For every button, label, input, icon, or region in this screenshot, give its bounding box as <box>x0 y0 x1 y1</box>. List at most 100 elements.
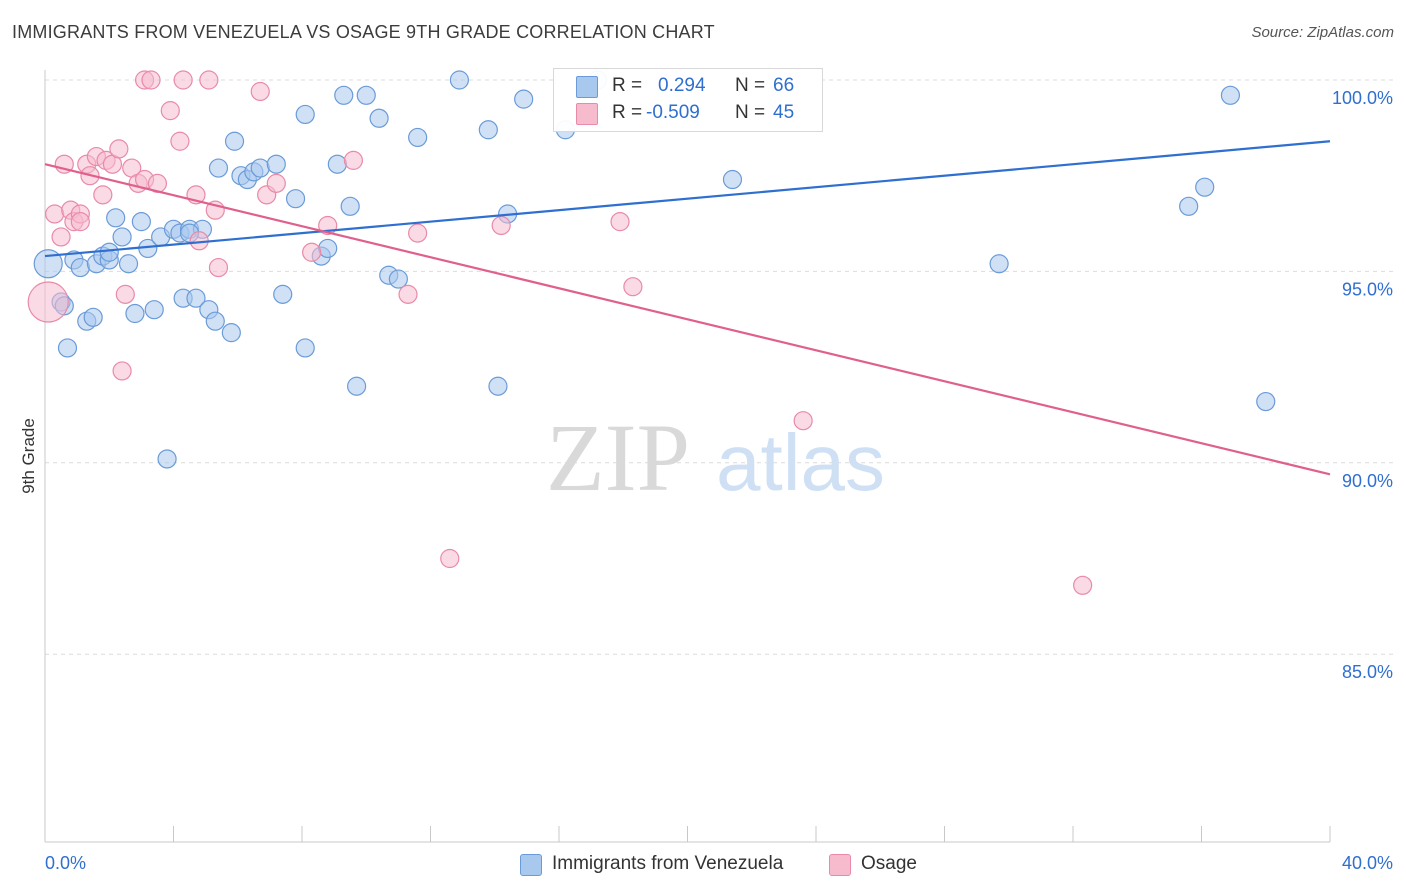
watermark-atlas: atlas <box>716 418 885 507</box>
point-venezuela <box>250 158 270 178</box>
point-osage <box>302 242 322 262</box>
legend-r-label: R = <box>612 102 643 123</box>
point-osage <box>623 277 643 297</box>
point-osage <box>610 212 630 232</box>
point-venezuela <box>327 154 347 174</box>
bottom-legend-swatch-osage <box>829 854 851 876</box>
point-venezuela <box>722 169 743 190</box>
point-venezuela <box>408 127 428 148</box>
legend-r-value: 0.294 <box>658 75 706 96</box>
point-osage <box>440 548 460 569</box>
watermark-zip: ZIP <box>546 404 690 511</box>
point-osage <box>173 70 193 90</box>
point-venezuela <box>125 303 145 324</box>
point-osage <box>793 411 813 431</box>
watermark: ZIP atlas <box>546 404 885 511</box>
stats-legend: R = 0.294 N = 66 R = -0.509 N = 45 <box>553 68 823 132</box>
trend-line-venezuela <box>44 140 1331 258</box>
bottom-legend-label-venezuela: Immigrants from Venezuela <box>552 853 784 874</box>
point-osage <box>398 284 418 304</box>
point-venezuela <box>106 208 126 228</box>
point-venezuela <box>70 257 90 278</box>
point-osage <box>70 212 90 232</box>
legend-n-label: N = <box>735 102 766 123</box>
legend-swatch-venezuela <box>576 76 598 98</box>
point-osage <box>266 173 286 193</box>
point-venezuela <box>295 104 315 125</box>
point-venezuela <box>340 196 360 216</box>
point-venezuela <box>295 338 315 358</box>
point-venezuela <box>33 249 63 279</box>
point-venezuela <box>1256 391 1276 412</box>
x-tick-label-min: 0.0% <box>45 853 86 873</box>
point-venezuela <box>1179 196 1199 216</box>
y-tick-label: 100.0% <box>1332 88 1393 108</box>
point-venezuela <box>157 449 177 469</box>
trend-line-osage <box>44 163 1331 476</box>
point-venezuela <box>208 158 229 178</box>
point-venezuela <box>57 338 78 358</box>
y-tick-label: 90.0% <box>1342 471 1393 491</box>
bottom-legend-swatch-venezuela <box>520 854 542 876</box>
point-osage <box>115 284 135 304</box>
point-venezuela <box>356 85 376 105</box>
axes <box>44 70 1331 843</box>
legend-n-value: 45 <box>773 102 795 123</box>
point-osage <box>170 131 190 151</box>
point-osage <box>408 223 428 243</box>
bottom-legend-label-osage: Osage <box>861 853 917 874</box>
point-venezuela <box>112 227 132 247</box>
point-osage <box>141 70 161 90</box>
point-venezuela <box>478 120 498 140</box>
legend-swatch-osage <box>576 103 598 125</box>
point-osage <box>343 150 363 170</box>
axis-labels: 85.0% 90.0% 95.0% 100.0% 0.0% 40.0% 9th Grade <box>19 88 1393 873</box>
point-venezuela <box>1220 85 1241 105</box>
legend-r-value: -0.509 <box>646 102 700 123</box>
point-venezuela <box>1195 177 1215 197</box>
point-venezuela <box>266 154 286 174</box>
point-osage <box>250 81 270 102</box>
y-tick-label: 95.0% <box>1342 279 1393 299</box>
y-tick-label: 85.0% <box>1342 662 1393 682</box>
point-venezuela <box>989 254 1009 274</box>
data-points <box>27 70 1276 595</box>
point-venezuela <box>334 85 354 105</box>
point-venezuela <box>224 131 245 151</box>
point-venezuela <box>347 376 367 396</box>
legend-n-label: N = <box>735 75 766 96</box>
chart-title: IMMIGRANTS FROM VENEZUELA VS OSAGE 9TH G… <box>12 22 715 42</box>
point-osage <box>109 139 129 159</box>
point-osage <box>45 204 65 224</box>
point-osage <box>112 361 132 381</box>
legend-r-label: R = <box>612 75 643 96</box>
point-osage <box>491 215 511 236</box>
point-venezuela <box>369 108 389 128</box>
point-venezuela <box>186 288 206 308</box>
point-venezuela <box>221 323 241 343</box>
point-venezuela <box>205 311 225 331</box>
point-venezuela <box>118 254 139 274</box>
point-osage <box>208 257 229 278</box>
point-venezuela <box>83 307 103 327</box>
trend-lines <box>44 140 1331 476</box>
point-osage <box>51 227 71 247</box>
y-axis-title: 9th Grade <box>19 418 38 494</box>
point-osage <box>1073 575 1093 595</box>
point-venezuela <box>273 284 293 304</box>
point-venezuela <box>514 89 534 109</box>
point-osage <box>199 70 219 90</box>
legend-n-value: 66 <box>773 75 795 96</box>
point-venezuela <box>144 300 164 320</box>
source-label: Source: ZipAtlas.com <box>1251 24 1394 41</box>
point-venezuela <box>285 189 306 209</box>
point-venezuela <box>99 242 119 262</box>
point-venezuela <box>449 70 470 90</box>
x-tick-label-max: 40.0% <box>1342 853 1393 873</box>
point-venezuela <box>488 376 508 396</box>
point-venezuela <box>318 238 338 259</box>
point-osage <box>93 185 113 205</box>
point-venezuela <box>388 269 408 289</box>
point-venezuela <box>131 212 151 232</box>
